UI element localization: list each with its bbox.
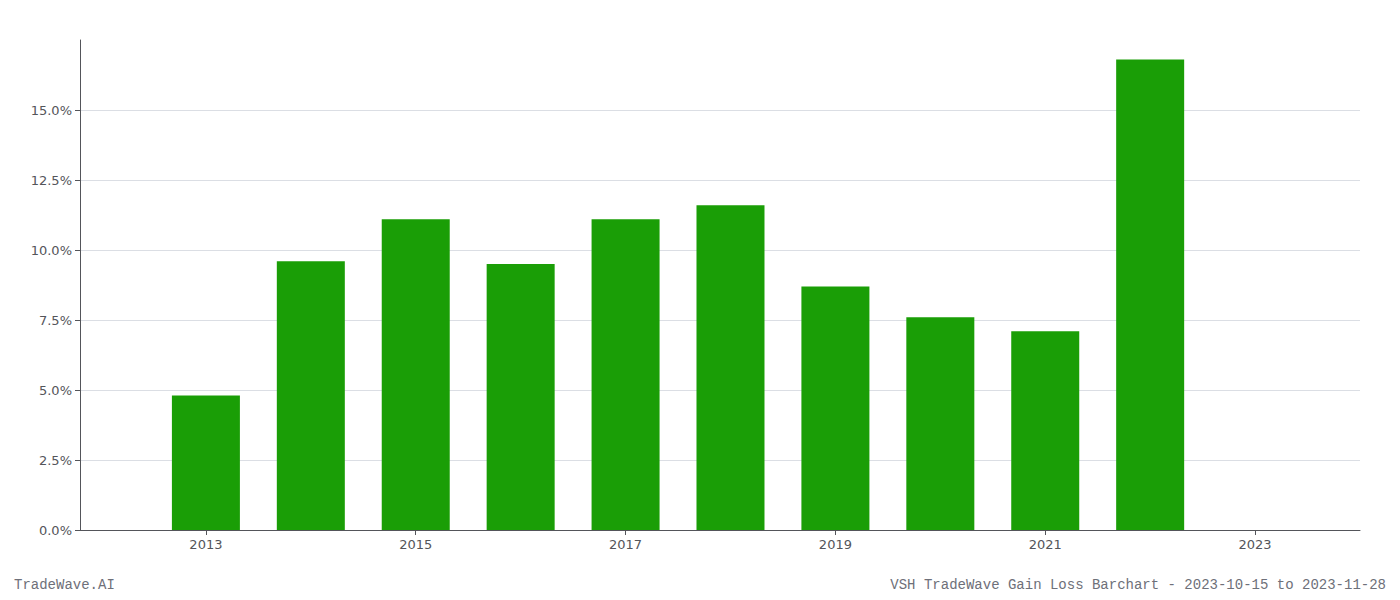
svg-text:VSH TradeWave Gain Loss Barcha: VSH TradeWave Gain Loss Barchart - 2023-…: [890, 577, 1386, 593]
svg-text:12.5%: 12.5%: [31, 173, 72, 188]
svg-text:2013: 2013: [189, 537, 222, 552]
svg-text:15.0%: 15.0%: [31, 103, 72, 118]
svg-text:2015: 2015: [399, 537, 432, 552]
svg-text:2021: 2021: [1029, 537, 1062, 552]
svg-text:10.0%: 10.0%: [31, 243, 72, 258]
svg-text:5.0%: 5.0%: [39, 383, 72, 398]
svg-text:2019: 2019: [819, 537, 852, 552]
svg-text:TradeWave.AI: TradeWave.AI: [14, 577, 115, 593]
svg-text:2017: 2017: [609, 537, 642, 552]
svg-text:7.5%: 7.5%: [39, 313, 72, 328]
svg-text:2023: 2023: [1239, 537, 1272, 552]
svg-text:0.0%: 0.0%: [39, 523, 72, 538]
svg-text:2.5%: 2.5%: [39, 453, 72, 468]
